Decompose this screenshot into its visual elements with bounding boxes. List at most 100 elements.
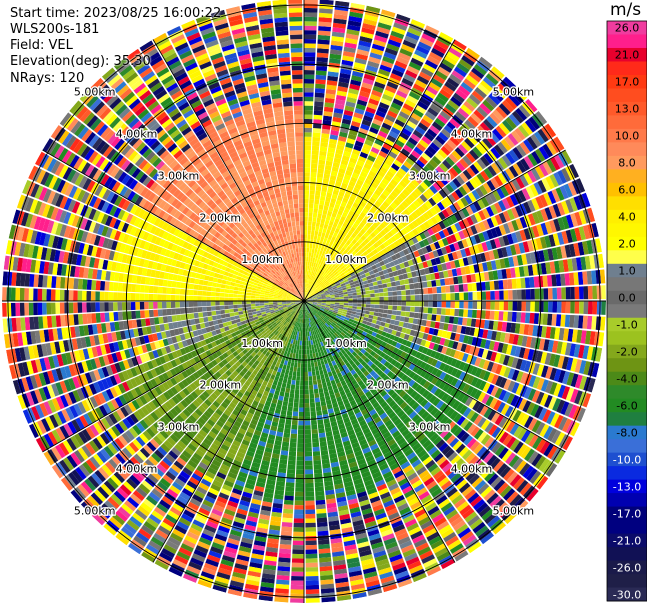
- radar-cell: [304, 403, 310, 408]
- radar-cell: [383, 375, 390, 383]
- radar-cell: [469, 345, 476, 355]
- radar-cell: [417, 122, 429, 132]
- radar-cell: [396, 90, 408, 99]
- radar-cell: [420, 67, 434, 78]
- radar-cell: [338, 135, 347, 143]
- radar-cell: [353, 144, 362, 152]
- radar-cell: [423, 401, 432, 411]
- radar-cell: [410, 530, 423, 540]
- radar-cell: [439, 162, 449, 173]
- radar-cell: [523, 172, 533, 185]
- radar-cell: [316, 249, 321, 255]
- radar-cell: [340, 159, 349, 166]
- radar-cell: [304, 110, 313, 115]
- radar-cell: [315, 306, 321, 309]
- radar-cell: [415, 542, 430, 552]
- radar-cell: [408, 277, 414, 284]
- radar-cell: [348, 327, 355, 333]
- radar-cell: [305, 482, 314, 488]
- radar-cell: [291, 567, 304, 572]
- radar-cell: [347, 199, 354, 206]
- radar-cell: [318, 432, 326, 438]
- radar-cell: [404, 225, 412, 233]
- radar-cell: [418, 156, 428, 165]
- radar-cell: [330, 281, 335, 286]
- radar-cell: [385, 541, 398, 550]
- radar-cell: [322, 209, 328, 216]
- radar-cell: [343, 303, 349, 306]
- radar-cell: [531, 198, 540, 211]
- radar-cell: [294, 389, 300, 395]
- radar-cell: [332, 286, 338, 290]
- radar-cell: [313, 105, 324, 111]
- radar-cell: [311, 248, 315, 254]
- radar-cell: [432, 343, 440, 352]
- radar-cell: [300, 327, 303, 333]
- radar-cell: [316, 278, 320, 283]
- radar-cell: [316, 508, 327, 514]
- radar-cell: [383, 354, 390, 361]
- radar-cell: [318, 21, 332, 27]
- radar-cell: [376, 239, 383, 246]
- radar-cell: [423, 229, 431, 238]
- radar-cell: [374, 189, 382, 197]
- radar-cell: [513, 477, 525, 490]
- radar-cell: [412, 108, 424, 118]
- radar-cell: [498, 157, 509, 170]
- radar-cell: [311, 159, 318, 164]
- radar-cell: [316, 172, 324, 179]
- radar-cell: [369, 387, 377, 394]
- radar-cell: [501, 198, 511, 210]
- radar-cell: [312, 287, 316, 292]
- radar-cell: [471, 476, 484, 489]
- radar-cell: [334, 237, 340, 244]
- radar-cell: [425, 274, 432, 281]
- radar-cell: [292, 371, 297, 377]
- radar-cell: [454, 188, 464, 199]
- radar-cell: [342, 197, 349, 204]
- radar-cell: [506, 491, 519, 504]
- radar-cell: [392, 143, 403, 152]
- radar-cell: [423, 294, 429, 301]
- radar-cell: [449, 167, 459, 178]
- radar-cell: [581, 192, 591, 208]
- radar-cell: [530, 133, 542, 148]
- radar-cell: [354, 198, 362, 205]
- radar-cell: [324, 308, 329, 312]
- radar-cell: [403, 384, 411, 393]
- radar-cell: [453, 316, 459, 325]
- radar-cell: [284, 392, 290, 398]
- radar-cell: [341, 323, 347, 328]
- radar-cell: [454, 222, 462, 232]
- radar-cell: [322, 313, 327, 317]
- radar-cell: [354, 426, 362, 434]
- radar-cell: [450, 301, 455, 308]
- radar-cell: [492, 270, 499, 280]
- radar-cell: [401, 268, 407, 274]
- radar-cell: [332, 247, 338, 253]
- radar-cell: [497, 401, 506, 414]
- radar-cell: [318, 159, 326, 165]
- radar-cell: [392, 347, 399, 354]
- radar-cell: [352, 292, 357, 296]
- radar-cell: [357, 301, 362, 304]
- radar-cell: [433, 241, 441, 250]
- radar-cell: [494, 237, 501, 249]
- radar-cell: [389, 261, 395, 268]
- radar-cell: [421, 473, 432, 483]
- radar-cell: [356, 306, 362, 310]
- radar-cell: [327, 71, 339, 78]
- radar-cell: [415, 104, 427, 115]
- radar-cell: [385, 263, 391, 269]
- radar-cell: [312, 310, 317, 315]
- radar-cell: [320, 246, 325, 252]
- radar-cell: [320, 341, 324, 347]
- radar-cell: [552, 203, 562, 218]
- radar-cell: [436, 425, 446, 436]
- radar-cell: [327, 147, 336, 154]
- radar-cell: [330, 170, 338, 177]
- radar-cell: [310, 411, 317, 417]
- radar-cell: [420, 520, 433, 530]
- radar-cell: [395, 498, 407, 508]
- radar-cell: [346, 312, 352, 316]
